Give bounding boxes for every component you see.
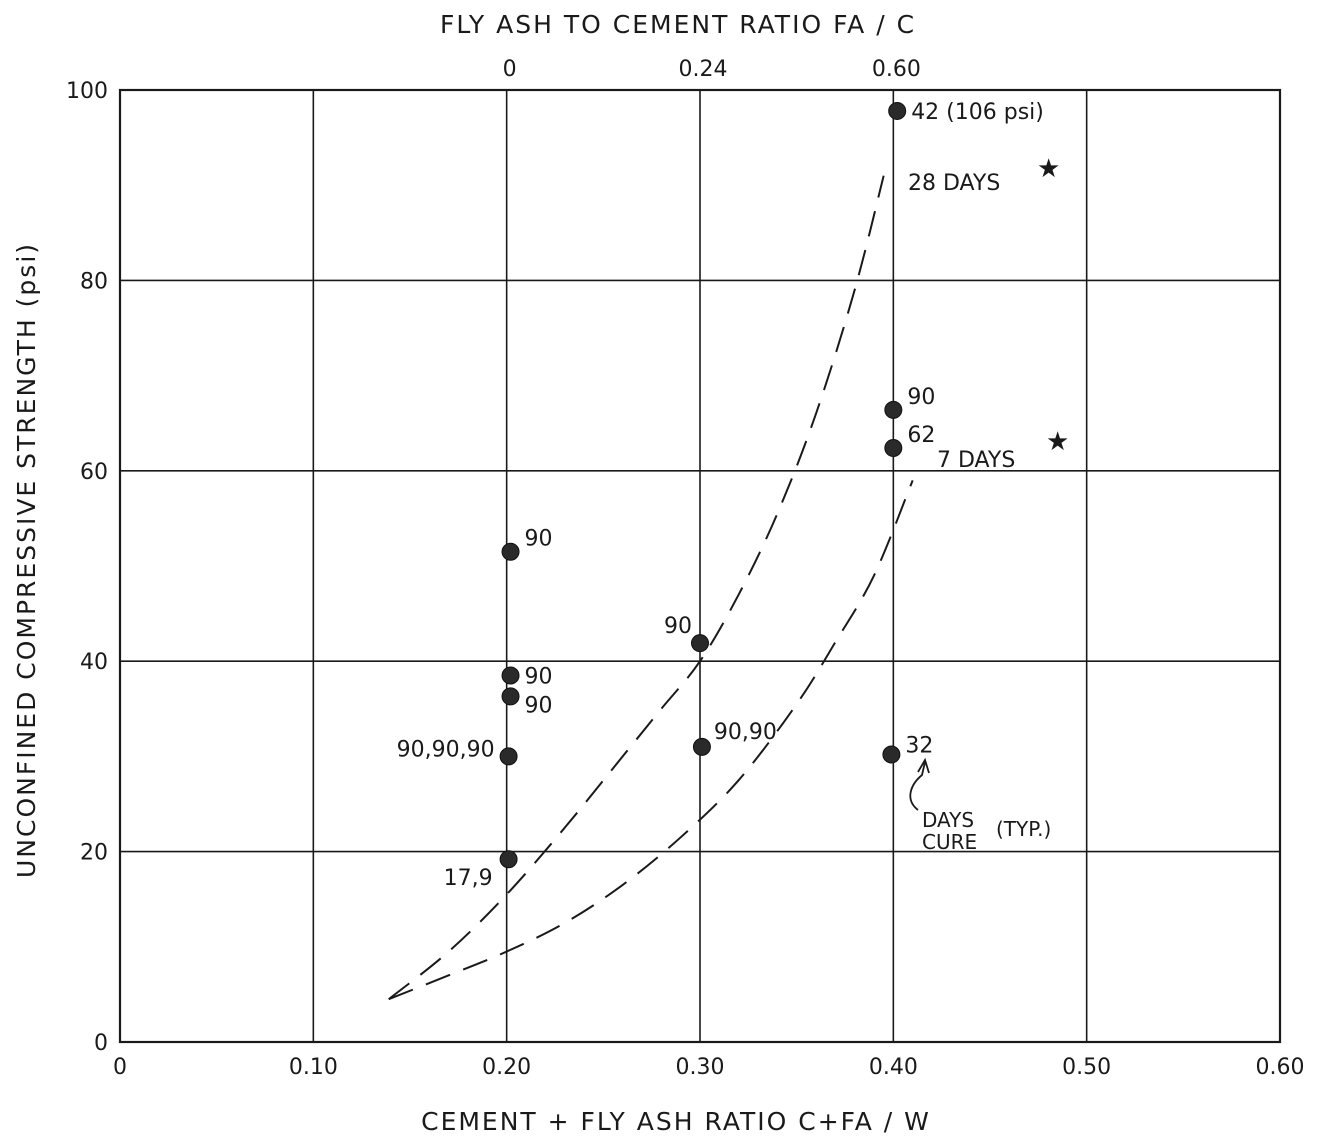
curves	[388, 175, 914, 1001]
data-point-label: 90	[525, 527, 553, 552]
data-point-label: 62	[907, 423, 935, 448]
data-point	[501, 666, 520, 685]
y-tick-label: 40	[80, 650, 108, 675]
data-point	[692, 737, 711, 756]
x-tick-label: 0.30	[676, 1055, 725, 1080]
data-point-label: 17,9	[444, 866, 493, 891]
data-point	[882, 745, 901, 764]
x-tick-label: 0.10	[289, 1055, 338, 1080]
curve-28-days	[388, 175, 885, 1000]
x-tick-label: 0.20	[482, 1055, 531, 1080]
data-point	[501, 542, 520, 561]
plot-frame	[118, 88, 1282, 1044]
data-point-label: 42 (106 psi)	[911, 100, 1044, 125]
data-point	[499, 747, 518, 766]
annotation-28-days: 28 DAYS	[908, 171, 1000, 196]
data-point	[499, 850, 518, 869]
data-point-label: 90	[525, 693, 553, 718]
annotation-7-days-star: ★	[1046, 427, 1069, 457]
top-tick-label: 0	[503, 57, 517, 82]
annotations: 28 DAYS ★ 7 DAYS ★ DAYS CURE (TYP.)	[908, 154, 1069, 854]
y-tick-label: 20	[80, 841, 108, 866]
curve-7-days	[388, 479, 914, 1001]
data-point	[691, 634, 709, 653]
data-point-label: 90	[525, 664, 553, 689]
y-tick-label: 60	[80, 460, 108, 485]
top-tick-label: 0.24	[679, 57, 728, 82]
x-axis-title: CEMENT + FLY ASH RATIO C+FA / W	[421, 1107, 931, 1136]
data-point-label: 90,90	[714, 720, 777, 745]
data-point-label: 32	[905, 733, 933, 758]
tick-labels: 0 0.10 0.20 0.30 0.40 0.50 0.60 0 20 40 60 80 100 0 0.…	[66, 57, 1304, 1080]
grid	[118, 88, 1282, 1044]
annotation-days: DAYS	[922, 808, 974, 832]
annotation-arrow	[909, 761, 926, 811]
x-tick-label: 0.60	[1256, 1055, 1305, 1080]
annotation-cure: CURE	[922, 830, 977, 854]
x-tick-label: 0	[113, 1055, 127, 1080]
annotation-28-days-star: ★	[1037, 154, 1060, 184]
data-point	[884, 438, 903, 457]
x-tick-label: 0.50	[1062, 1055, 1111, 1080]
y-axis-title: UNCONFINED COMPRESSIVE STRENGTH (psi)	[12, 242, 41, 878]
annotation-typ: (TYP.)	[996, 817, 1051, 841]
annotation-arrow-head	[917, 757, 930, 774]
top-tick-label: 0.60	[872, 57, 921, 82]
data-point-label: 90	[907, 385, 935, 410]
data-point	[884, 400, 903, 419]
y-tick-label: 80	[80, 269, 108, 294]
data-point-label: 90,90,90	[397, 737, 495, 762]
data-point	[501, 687, 520, 706]
annotation-7-days: 7 DAYS	[937, 448, 1015, 473]
data-point	[888, 101, 907, 120]
data-point-label: 90	[664, 614, 692, 639]
top-axis-title: FLY ASH TO CEMENT RATIO FA / C	[440, 10, 916, 39]
data-points: 42 (106 psi) 90 62 32 90 90,90 90 90 90 90,90,90 1…	[397, 100, 1044, 891]
x-tick-label: 0.40	[869, 1055, 918, 1080]
y-tick-label: 0	[94, 1031, 108, 1056]
y-tick-label: 100	[66, 79, 108, 104]
